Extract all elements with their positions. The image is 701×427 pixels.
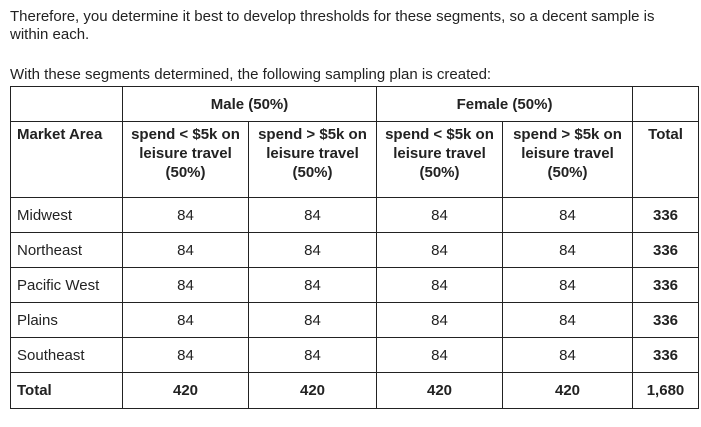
table-row: Pacific West 84 84 84 84 336 <box>10 267 699 303</box>
header-row: Market Area spend < $5k on leisure travel… <box>10 121 699 198</box>
cell: 336 <box>632 302 699 338</box>
cell: 84 <box>376 302 503 338</box>
cell: 420 <box>122 372 249 409</box>
row-label: Southeast <box>10 337 123 373</box>
cell: 84 <box>122 337 249 373</box>
cell: 84 <box>248 197 377 233</box>
table-body: Midwest 84 84 84 84 336 Northeast 84 84 84 84 336 Pa… <box>10 197 699 409</box>
cell: 420 <box>376 372 503 409</box>
column-header: spend > $5k on leisure travel (50%) <box>502 121 633 198</box>
paragraph: With these segments determined, the foll… <box>10 66 492 83</box>
column-header: Total <box>632 121 699 198</box>
header-group-row: Male (50%) Female (50%) <box>10 86 699 122</box>
row-label: Northeast <box>10 232 123 268</box>
cell: 84 <box>376 232 503 268</box>
column-header: spend < $5k on leisure travel (50%) <box>122 121 249 198</box>
empty-cell <box>632 86 699 122</box>
cell: 84 <box>248 232 377 268</box>
empty-cell <box>10 86 123 122</box>
cell: 1,680 <box>632 372 699 409</box>
table-row: Midwest 84 84 84 84 336 <box>10 197 699 233</box>
row-label: Plains <box>10 302 123 338</box>
table-row: Total 420 420 420 420 1,680 <box>10 372 699 409</box>
column-header: spend < $5k on leisure travel (50%) <box>376 121 503 198</box>
cell: 84 <box>502 267 633 303</box>
cell: 336 <box>632 232 699 268</box>
cell: 84 <box>376 197 503 233</box>
column-header: spend > $5k on leisure travel (50%) <box>248 121 377 198</box>
header-group: Male (50%) <box>122 86 377 122</box>
cell: 84 <box>502 232 633 268</box>
cell: 84 <box>248 302 377 338</box>
cell: 336 <box>632 337 699 373</box>
cell: 84 <box>122 302 249 338</box>
row-label: Total <box>10 372 123 409</box>
cell: 84 <box>122 267 249 303</box>
sampling-table: Male (50%) Female (50%) Market Area spend… <box>10 86 699 409</box>
header-group: Female (50%) <box>376 86 633 122</box>
cell: 84 <box>122 197 249 233</box>
table-row: Northeast 84 84 84 84 336 <box>10 232 699 268</box>
row-label: Midwest <box>10 197 123 233</box>
cell: 84 <box>502 197 633 233</box>
paragraph: Therefore, you determine it best to deve… <box>10 8 655 43</box>
cell: 84 <box>248 337 377 373</box>
column-header: Market Area <box>10 121 123 198</box>
cell: 336 <box>632 267 699 303</box>
table-row: Plains 84 84 84 84 336 <box>10 302 699 338</box>
cell: 84 <box>248 267 377 303</box>
cell: 336 <box>632 197 699 233</box>
table-row: Southeast 84 84 84 84 336 <box>10 337 699 373</box>
cell: 84 <box>376 337 503 373</box>
cell: 420 <box>248 372 377 409</box>
cell: 84 <box>122 232 249 268</box>
cell: 84 <box>376 267 503 303</box>
cell: 84 <box>502 302 633 338</box>
cell: 420 <box>502 372 633 409</box>
row-label: Pacific West <box>10 267 123 303</box>
cell: 84 <box>502 337 633 373</box>
